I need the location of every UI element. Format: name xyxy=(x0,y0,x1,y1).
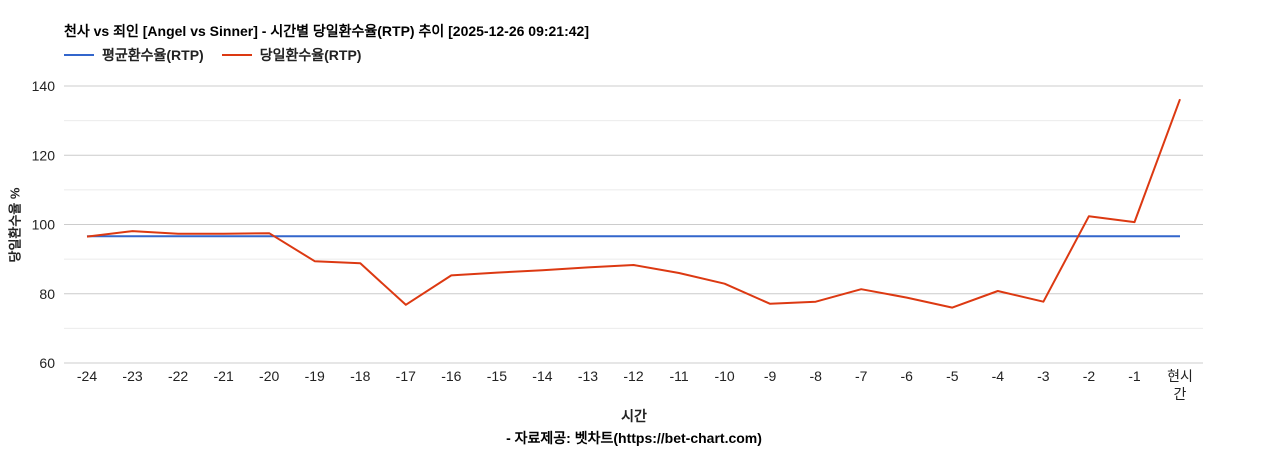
chart-title: 천사 vs 죄인 [Angel vs Sinner] - 시간별 당일환수율(R… xyxy=(64,23,589,39)
y-tick-label: 140 xyxy=(32,78,56,94)
x-tick-label: -3 xyxy=(1037,368,1050,384)
y-tick-label: 80 xyxy=(39,286,55,302)
legend-label: 당일환수율(RTP) xyxy=(259,47,362,63)
x-tick-label: -10 xyxy=(714,368,734,384)
x-tick-label: -6 xyxy=(901,368,914,384)
x-tick-label: -22 xyxy=(168,368,188,384)
x-tick-label: -21 xyxy=(214,368,234,384)
x-tick-label: -4 xyxy=(992,368,1005,384)
x-tick-label: -18 xyxy=(350,368,370,384)
x-tick-label: -9 xyxy=(764,368,777,384)
y-tick-label: 100 xyxy=(32,217,56,233)
legend-label: 평균환수율(RTP) xyxy=(102,47,204,63)
x-tick-label: -14 xyxy=(532,368,552,384)
legend: 평균환수율(RTP) 당일환수율(RTP) xyxy=(64,45,379,65)
legend-swatch-red-icon xyxy=(221,54,252,56)
legend-swatch-blue-icon xyxy=(64,54,94,56)
data-source-credit: - 자료제공: 벳차트(https://bet-chart.com) xyxy=(506,430,762,446)
x-tick-label: -7 xyxy=(855,368,868,384)
series-lines xyxy=(86,98,1181,309)
x-tick-label: -20 xyxy=(259,368,279,384)
x-tick-label: -17 xyxy=(396,368,416,384)
daily-rtp-line[interactable] xyxy=(86,98,1181,309)
legend-item-average-rtp[interactable]: 평균환수율(RTP) xyxy=(64,45,204,65)
x-tick-label: -15 xyxy=(487,368,507,384)
x-axis-title: 시간 xyxy=(621,408,647,424)
y-axis-ticks: 60 80 100 120 140 xyxy=(32,78,56,371)
gridlines xyxy=(64,85,1203,364)
x-axis-ticks: -24 -23 -22 -21 -20 -19 -18 -17 -16 -15 -14 -13 -12 -… xyxy=(77,368,1193,402)
x-tick-label: 현시 간 xyxy=(1167,368,1193,402)
x-tick-label: -8 xyxy=(809,368,822,384)
x-tick-label: -5 xyxy=(946,368,959,384)
legend-item-daily-rtp[interactable]: 당일환수율(RTP) xyxy=(221,45,362,65)
x-tick-label: -13 xyxy=(578,368,598,384)
x-tick-label: -12 xyxy=(623,368,643,384)
x-tick-label: -2 xyxy=(1083,368,1096,384)
x-tick-label: -16 xyxy=(441,368,461,384)
y-axis-title: 당일환수율 % xyxy=(7,187,23,263)
x-tick-label: -19 xyxy=(305,368,325,384)
y-tick-label: 120 xyxy=(32,147,56,163)
x-tick-label: -24 xyxy=(77,368,97,384)
y-tick-label: 60 xyxy=(39,355,55,371)
x-tick-label: -11 xyxy=(669,368,688,384)
x-tick-label: -1 xyxy=(1128,368,1141,384)
x-tick-label: -23 xyxy=(122,368,142,384)
